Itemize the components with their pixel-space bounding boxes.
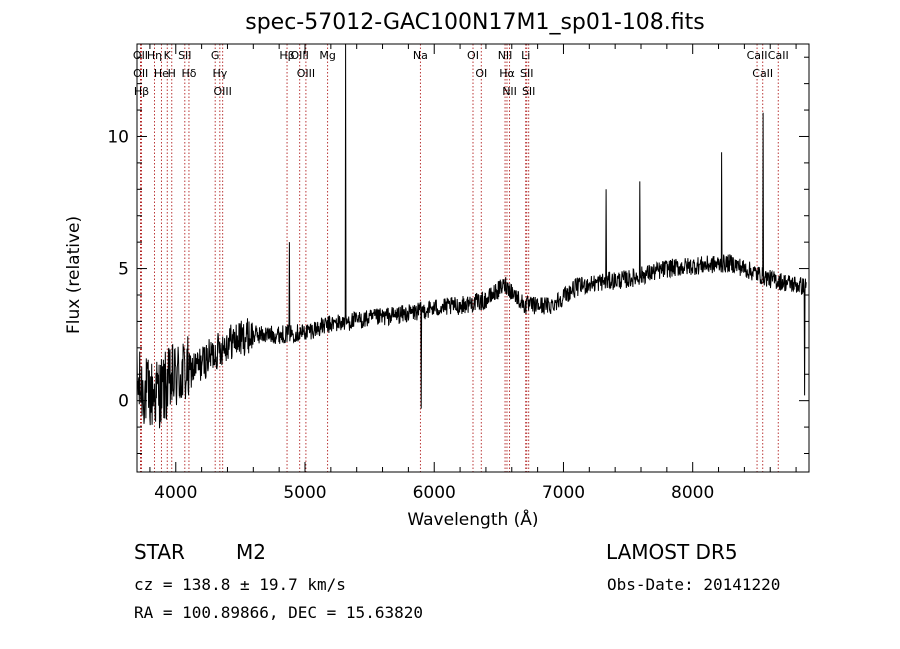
line-label: H	[168, 67, 176, 80]
line-label: SII	[520, 67, 533, 80]
line-label: Hδ	[181, 67, 196, 80]
spectral-line-markers	[140, 44, 779, 472]
line-label: OIII	[291, 49, 309, 62]
line-label: OIII	[297, 67, 315, 80]
plot-frame	[136, 43, 810, 473]
x-tick-label: 5000	[283, 483, 326, 503]
y-tick-label: 10	[107, 127, 129, 147]
line-label: Mg	[319, 49, 335, 62]
line-label: NII	[498, 49, 513, 62]
chart-title: spec-57012-GAC100N17M1_sp01-108.fits	[245, 10, 705, 35]
spectrum-series	[136, 43, 807, 429]
survey-name: LAMOST DR5	[606, 540, 738, 564]
x-tick-label: 7000	[542, 483, 585, 503]
object-subclass: M2	[236, 540, 266, 564]
line-label: SII	[178, 49, 191, 62]
line-label: SII	[522, 85, 535, 98]
ra-dec-coordinates: RA = 100.89866, DEC = 15.63820	[134, 603, 423, 622]
line-label: OI	[467, 49, 479, 62]
spectrum-line	[136, 43, 807, 429]
line-label: OI	[475, 67, 487, 80]
line-label: G	[211, 49, 220, 62]
line-label: OII	[133, 49, 148, 62]
line-label: He	[154, 67, 169, 80]
line-label: OIII	[213, 85, 231, 98]
line-label: Hβ	[279, 49, 294, 62]
line-label: NII	[502, 85, 517, 98]
axis-ticks: 4000 5000 6000 7000 8000 0 5 10	[107, 44, 809, 503]
line-label: Na	[413, 49, 428, 62]
x-axis-label: Wavelength (Å)	[407, 510, 539, 530]
line-label: Li	[521, 49, 530, 62]
y-axis-label: Flux (relative)	[64, 215, 84, 334]
y-tick-label: 0	[118, 392, 129, 412]
line-label: CaII	[752, 67, 773, 80]
line-label: Hη	[147, 49, 162, 62]
line-label: Hγ	[212, 67, 227, 80]
line-label: CaII	[747, 49, 768, 62]
x-tick-label: 8000	[671, 483, 714, 503]
observation-date: Obs-Date: 20141220	[607, 575, 781, 594]
object-class: STAR	[134, 540, 185, 564]
line-label: CaII	[768, 49, 789, 62]
line-label: K	[164, 49, 172, 62]
line-label: Hα	[499, 67, 515, 80]
x-tick-label: 6000	[413, 483, 456, 503]
line-label: Hβ	[134, 85, 149, 98]
redshift-value: cz = 138.8 ± 19.7 km/s	[134, 575, 346, 594]
line-label: OII	[133, 67, 148, 80]
y-tick-label: 5	[118, 260, 129, 280]
x-tick-label: 4000	[154, 483, 197, 503]
